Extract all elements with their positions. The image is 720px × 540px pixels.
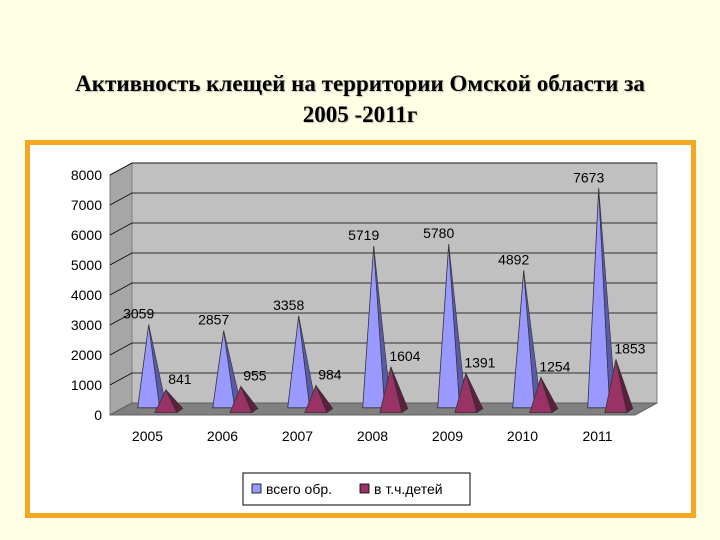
legend-swatch-total xyxy=(251,483,262,494)
x-tick-label: 2008 xyxy=(357,428,388,444)
bar-children-side xyxy=(540,377,559,414)
x-tick-label: 2006 xyxy=(207,428,238,444)
x-tick-label: 2007 xyxy=(282,428,313,444)
y-tick-label: 0 xyxy=(94,407,102,423)
legend-swatch-children xyxy=(359,483,370,494)
cone-chart: 0 1000 2000 3000 4000 5000 6000 7000 8000 3059 841… xyxy=(71,162,658,506)
chart-frame: 0 1000 2000 3000 4000 5000 6000 7000 8000 3059 841… xyxy=(25,140,696,518)
data-label-children: 1391 xyxy=(464,354,495,370)
bar-children xyxy=(229,385,259,414)
gridline xyxy=(109,312,657,326)
bar-children xyxy=(304,384,334,414)
y-tick-label: 4000 xyxy=(71,287,102,303)
x-tick-label: 2010 xyxy=(507,428,538,444)
y-tick-label: 5000 xyxy=(71,257,102,273)
bar-total xyxy=(512,270,542,409)
bar-children-side xyxy=(240,386,259,414)
gridline xyxy=(109,222,657,236)
data-label-total: 7673 xyxy=(573,169,604,185)
gridline xyxy=(109,192,657,206)
x-tick-label: 2009 xyxy=(432,428,463,444)
y-tick-label: 1000 xyxy=(71,377,102,393)
bar-children-side xyxy=(315,385,334,414)
data-label-children: 984 xyxy=(318,366,342,382)
bar-total xyxy=(437,244,467,409)
page-title-line2: 2005 -2011г xyxy=(302,102,418,127)
data-label-total: 5719 xyxy=(348,227,379,243)
data-label-total: 3059 xyxy=(123,306,154,322)
data-label-children: 1254 xyxy=(539,358,570,374)
legend-box xyxy=(242,472,471,506)
x-tick-label: 2005 xyxy=(132,428,163,444)
data-label-children: 1604 xyxy=(389,348,420,364)
y-tick-label: 3000 xyxy=(71,317,102,333)
bar-children-side xyxy=(615,359,634,414)
legend: всего обр. в т.ч.детей xyxy=(242,472,471,506)
data-label-children: 955 xyxy=(243,367,267,383)
bar-children-side xyxy=(465,373,484,414)
bar-total xyxy=(137,324,167,409)
bar-children xyxy=(379,366,409,414)
y-tick-label: 6000 xyxy=(71,227,102,243)
data-label-total: 4892 xyxy=(498,251,529,267)
data-label-children: 1853 xyxy=(614,340,645,356)
bar-children xyxy=(604,359,634,414)
y-tick-label: 7000 xyxy=(71,197,102,213)
data-label-total: 5780 xyxy=(423,225,454,241)
gridline xyxy=(109,252,657,266)
bar-children xyxy=(529,376,559,414)
page-title-line1: Активность клещей на территории Омской о… xyxy=(75,71,645,96)
gridline xyxy=(109,162,657,176)
legend-label-total: всего обр. xyxy=(266,481,332,497)
bar-children-side xyxy=(390,366,409,414)
y-tick-label: 8000 xyxy=(71,167,102,183)
y-tick-label: 2000 xyxy=(71,347,102,363)
bar-children-side xyxy=(165,389,184,414)
bar-children xyxy=(154,388,184,414)
data-label-total: 3358 xyxy=(273,297,304,313)
x-tick-label: 2011 xyxy=(582,428,612,444)
bar-children xyxy=(454,371,484,414)
gridline xyxy=(109,282,657,296)
data-label-children: 841 xyxy=(168,371,192,387)
data-label-total: 2857 xyxy=(198,312,229,328)
legend-label-children: в т.ч.детей xyxy=(374,481,443,497)
page-title: Активность клещей на территории Омской о… xyxy=(0,68,720,130)
gridline xyxy=(109,372,657,386)
gridline xyxy=(109,342,657,356)
